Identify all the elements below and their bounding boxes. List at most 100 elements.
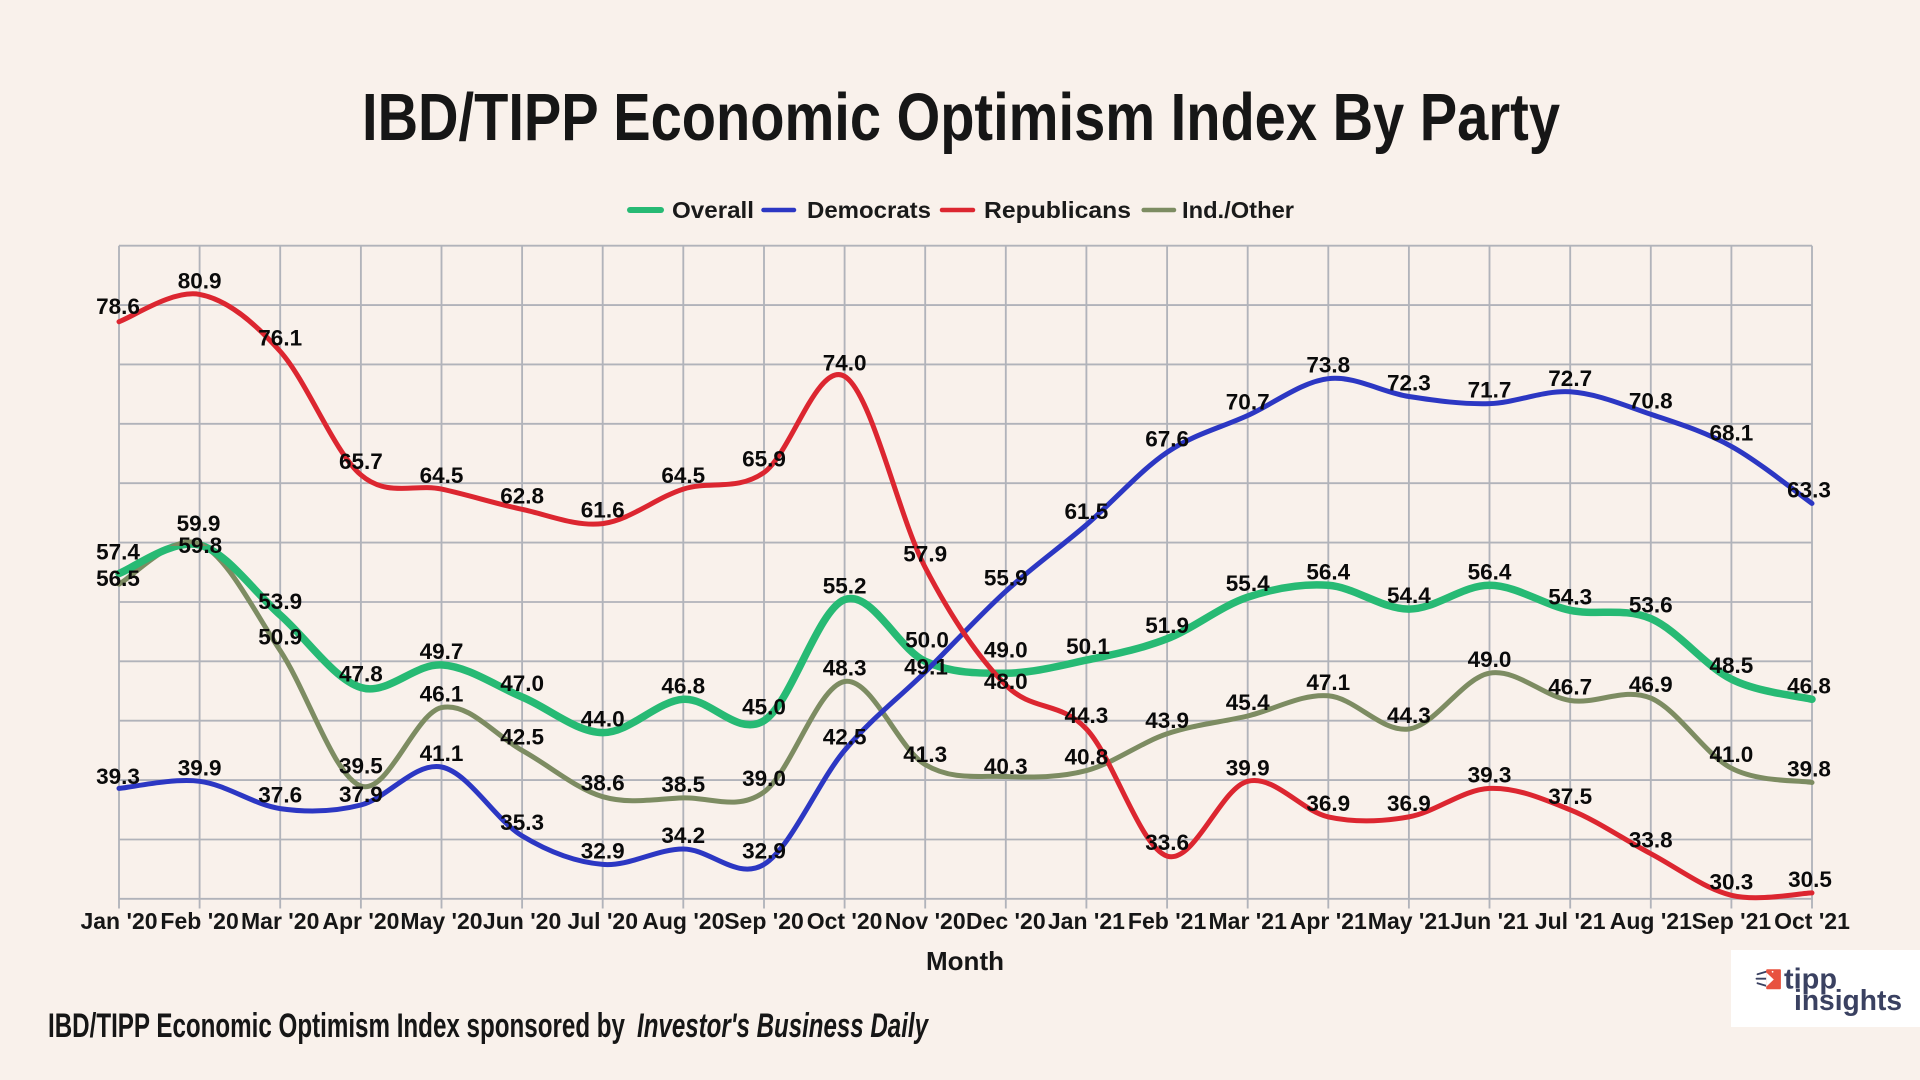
svg-text:48.3: 48.3 <box>823 656 867 681</box>
svg-text:39.3: 39.3 <box>1468 762 1512 787</box>
svg-text:70.7: 70.7 <box>1226 390 1270 415</box>
svg-text:45.4: 45.4 <box>1226 690 1270 715</box>
svg-text:39.3: 39.3 <box>96 764 140 789</box>
svg-text:35.3: 35.3 <box>500 810 544 835</box>
svg-text:72.3: 72.3 <box>1387 371 1431 396</box>
svg-text:50.1: 50.1 <box>1066 634 1110 659</box>
svg-text:42.5: 42.5 <box>823 724 867 749</box>
svg-text:64.5: 64.5 <box>420 463 464 488</box>
svg-text:Dec '20: Dec '20 <box>966 908 1046 934</box>
svg-text:39.8: 39.8 <box>1787 757 1831 782</box>
svg-text:80.9: 80.9 <box>178 268 222 293</box>
svg-text:Oct '20: Oct '20 <box>807 908 883 934</box>
svg-text:71.7: 71.7 <box>1468 378 1512 403</box>
svg-text:78.6: 78.6 <box>96 294 140 319</box>
svg-text:30.5: 30.5 <box>1788 867 1832 892</box>
svg-text:39.9: 39.9 <box>1226 755 1270 780</box>
svg-text:Mar '20: Mar '20 <box>241 908 319 934</box>
svg-text:53.9: 53.9 <box>258 589 302 614</box>
svg-text:IBD/TIPP Economic Optimism Ind: IBD/TIPP Economic Optimism Index By Part… <box>362 80 1560 155</box>
svg-text:Jan '21: Jan '21 <box>1048 908 1125 934</box>
svg-text:46.1: 46.1 <box>420 682 464 707</box>
svg-text:38.5: 38.5 <box>661 772 705 797</box>
svg-text:49.7: 49.7 <box>420 639 464 664</box>
svg-text:32.9: 32.9 <box>581 838 625 863</box>
svg-text:Democrats: Democrats <box>807 197 931 223</box>
svg-text:39.5: 39.5 <box>339 754 383 779</box>
svg-text:74.0: 74.0 <box>823 350 867 375</box>
svg-text:47.1: 47.1 <box>1306 670 1350 695</box>
svg-text:32.9: 32.9 <box>742 838 786 863</box>
svg-text:70.8: 70.8 <box>1629 388 1673 413</box>
svg-text:48.0: 48.0 <box>984 669 1028 694</box>
svg-text:45.0: 45.0 <box>742 695 786 720</box>
svg-text:54.3: 54.3 <box>1548 584 1592 609</box>
svg-text:49.0: 49.0 <box>1468 647 1512 672</box>
svg-text:44.3: 44.3 <box>1387 703 1431 728</box>
svg-text:65.9: 65.9 <box>742 447 786 472</box>
svg-text:55.2: 55.2 <box>823 574 867 599</box>
svg-text:Jul '21: Jul '21 <box>1535 908 1606 934</box>
svg-text:40.3: 40.3 <box>984 754 1028 779</box>
svg-text:42.5: 42.5 <box>500 724 544 749</box>
svg-text:39.9: 39.9 <box>178 755 222 780</box>
svg-text:May '21: May '21 <box>1368 908 1450 934</box>
svg-text:50.0: 50.0 <box>905 627 949 652</box>
svg-text:Aug '20: Aug '20 <box>642 908 724 934</box>
svg-text:Jan '20: Jan '20 <box>80 908 157 934</box>
svg-text:73.8: 73.8 <box>1306 353 1350 378</box>
svg-text:Overall: Overall <box>672 197 754 223</box>
svg-text:50.9: 50.9 <box>258 625 302 650</box>
svg-text:57.9: 57.9 <box>903 542 947 567</box>
svg-text:Ind./Other: Ind./Other <box>1182 197 1294 223</box>
svg-text:57.4: 57.4 <box>96 539 140 564</box>
svg-text:37.5: 37.5 <box>1548 784 1592 809</box>
svg-text:63.3: 63.3 <box>1787 477 1831 502</box>
svg-text:41.3: 41.3 <box>903 742 947 767</box>
svg-text:Jun '21: Jun '21 <box>1450 908 1529 934</box>
svg-text:Feb '20: Feb '20 <box>160 908 238 934</box>
svg-text:Jun '20: Jun '20 <box>483 908 561 934</box>
svg-text:41.1: 41.1 <box>420 741 464 766</box>
svg-text:Apr '21: Apr '21 <box>1290 908 1367 934</box>
svg-text:48.5: 48.5 <box>1710 653 1754 678</box>
svg-text:30.3: 30.3 <box>1710 869 1754 894</box>
svg-text:46.7: 46.7 <box>1548 675 1592 700</box>
svg-text:59.8: 59.8 <box>178 533 222 558</box>
svg-text:56.4: 56.4 <box>1468 559 1512 584</box>
svg-text:46.8: 46.8 <box>1787 673 1831 698</box>
svg-text:46.9: 46.9 <box>1629 672 1673 697</box>
svg-text:41.0: 41.0 <box>1710 742 1754 767</box>
svg-text:44.3: 44.3 <box>1065 703 1109 728</box>
svg-text:40.8: 40.8 <box>1065 745 1109 770</box>
svg-text:55.4: 55.4 <box>1226 571 1270 596</box>
svg-text:61.6: 61.6 <box>581 498 625 523</box>
svg-text:36.9: 36.9 <box>1306 791 1350 816</box>
svg-text:39.0: 39.0 <box>742 766 786 791</box>
svg-text:37.9: 37.9 <box>339 782 383 807</box>
svg-text:Sep '21: Sep '21 <box>1692 908 1772 934</box>
svg-text:Jul '20: Jul '20 <box>567 908 638 934</box>
svg-text:Sep '20: Sep '20 <box>724 908 804 934</box>
svg-text:46.8: 46.8 <box>661 673 705 698</box>
svg-text:56.4: 56.4 <box>1306 559 1350 584</box>
svg-text:33.8: 33.8 <box>1629 828 1673 853</box>
svg-text:May '20: May '20 <box>400 908 482 934</box>
svg-text:47.8: 47.8 <box>339 662 383 687</box>
svg-text:64.5: 64.5 <box>661 463 705 488</box>
svg-text:61.5: 61.5 <box>1065 499 1109 524</box>
svg-text:55.9: 55.9 <box>984 565 1028 590</box>
svg-text:53.6: 53.6 <box>1629 593 1673 618</box>
svg-text:Month: Month <box>926 946 1004 976</box>
svg-text:43.9: 43.9 <box>1145 708 1189 733</box>
svg-text:76.1: 76.1 <box>258 325 302 350</box>
svg-text:44.0: 44.0 <box>581 707 625 732</box>
svg-text:Feb '21: Feb '21 <box>1128 908 1207 934</box>
svg-text:Mar '21: Mar '21 <box>1209 908 1288 934</box>
svg-text:67.6: 67.6 <box>1145 426 1189 451</box>
svg-text:72.7: 72.7 <box>1548 366 1592 391</box>
svg-text:Republicans: Republicans <box>984 197 1131 223</box>
svg-text:49.1: 49.1 <box>904 654 948 679</box>
svg-text:59.9: 59.9 <box>177 511 221 536</box>
svg-text:Investor's Business Daily: Investor's Business Daily <box>637 1007 929 1045</box>
